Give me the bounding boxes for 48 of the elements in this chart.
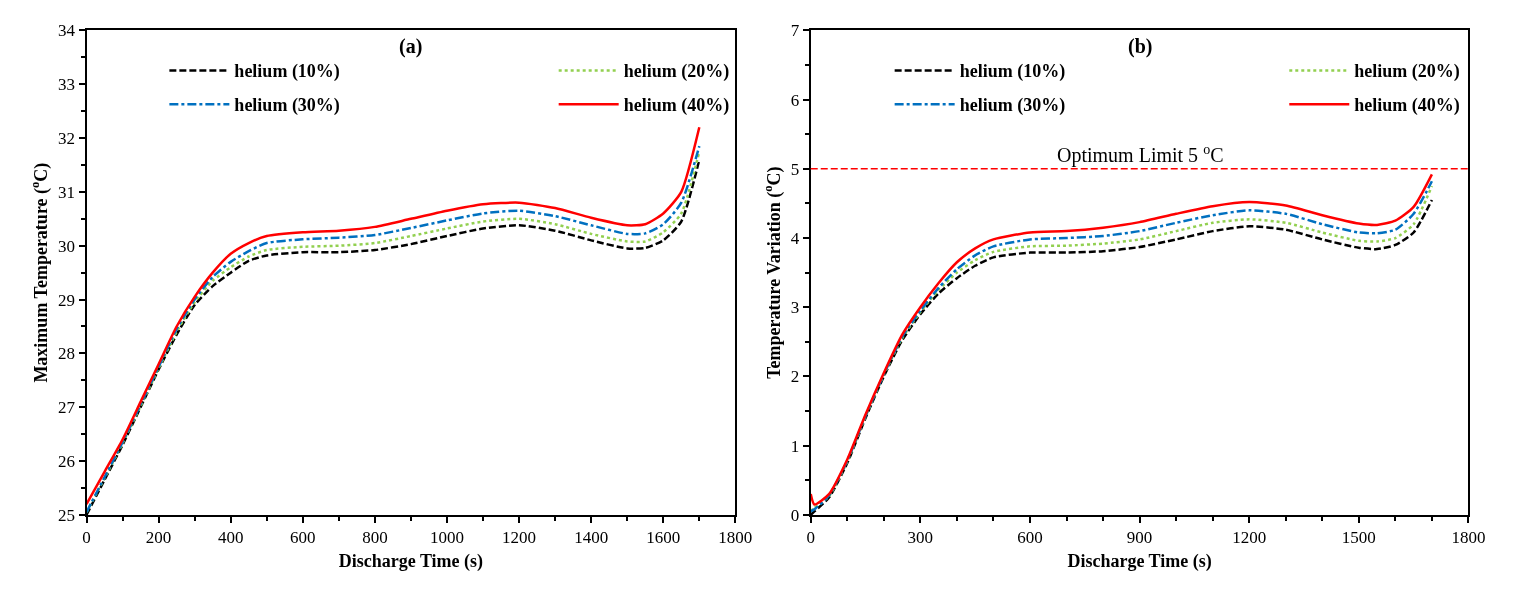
x-tick-label: 400	[217, 528, 244, 548]
y-tick-label: 7	[790, 21, 800, 41]
y-tick-label: 27	[58, 398, 76, 418]
x-tick-label: 1600	[646, 528, 681, 548]
y-tick-label: 28	[58, 344, 76, 364]
chart-title: (b)	[1128, 35, 1153, 58]
y-tick-label: 6	[790, 90, 800, 110]
y-tick-label: 3	[790, 298, 800, 318]
legend-label: helium (30%)	[959, 95, 1066, 117]
x-tick-label: 1200	[502, 528, 537, 548]
legend-label: helium (40%)	[1354, 95, 1460, 117]
y-tick-label: 0	[790, 505, 800, 525]
x-axis-title: Discharge Time (s)	[338, 550, 484, 572]
x-tick-label: 200	[145, 528, 172, 548]
y-tick-label: 31	[58, 182, 76, 202]
ref-line-label: Optimum Limit 5 $^{o}$C	[1057, 142, 1224, 168]
x-tick-label: 900	[1126, 528, 1153, 548]
y-tick-label: 34	[58, 21, 76, 41]
legend-label: helium (30%)	[234, 95, 340, 117]
legend-label: helium (10%)	[234, 61, 340, 83]
x-tick-label: 800	[362, 528, 388, 548]
x-tick-label: 600	[1017, 528, 1043, 548]
chart-title: (a)	[399, 35, 423, 58]
y-tick-label: 2	[790, 367, 800, 387]
y-tick-label: 5	[790, 159, 800, 179]
x-tick-label: 1200	[1232, 528, 1267, 548]
x-tick-label: 1800	[718, 528, 753, 548]
y-tick-label: 30	[58, 236, 76, 256]
legend-label: helium (10%)	[959, 61, 1066, 83]
y-tick-label: 1	[790, 436, 800, 456]
x-tick-label: 1400	[574, 528, 609, 548]
y-tick-label: 29	[58, 290, 76, 310]
x-tick-label: 600	[290, 528, 316, 548]
y-tick-label: 4	[790, 228, 800, 248]
y-tick-label: 25	[58, 505, 76, 525]
legend-label: helium (20%)	[623, 61, 730, 83]
x-axis-title: Discharge Time (s)	[1067, 550, 1212, 572]
x-tick-label: 1500	[1341, 528, 1376, 548]
y-tick-label: 33	[58, 75, 76, 95]
x-tick-label: 0	[806, 528, 815, 548]
y-tick-label: 26	[58, 452, 76, 472]
x-tick-label: 1000	[429, 528, 464, 548]
y-tick-label: 32	[58, 129, 76, 149]
x-tick-label: 0	[82, 528, 91, 548]
x-tick-label: 300	[907, 528, 934, 548]
x-tick-label: 1800	[1451, 528, 1486, 548]
legend-label: helium (40%)	[623, 95, 730, 117]
legend-label: helium (20%)	[1354, 61, 1460, 83]
